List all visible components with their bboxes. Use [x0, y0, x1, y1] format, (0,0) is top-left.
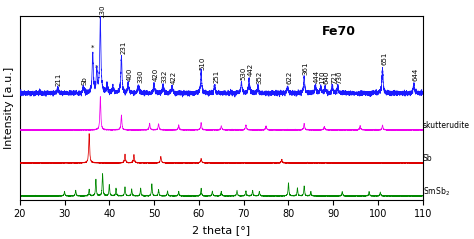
Y-axis label: Intensity [a.u.]: Intensity [a.u.]: [4, 67, 14, 149]
Text: 422: 422: [171, 71, 177, 84]
Text: 640: 640: [324, 71, 330, 84]
Text: 444: 444: [314, 70, 320, 83]
Text: SmSb$_2$: SmSb$_2$: [423, 185, 450, 198]
Text: 211: 211: [56, 72, 62, 86]
Text: Sb: Sb: [82, 76, 88, 85]
Text: 352: 352: [256, 71, 263, 84]
Text: Fe70: Fe70: [322, 25, 356, 38]
Text: skutterudite: skutterudite: [423, 121, 470, 130]
Text: 730: 730: [337, 71, 342, 84]
Text: *: *: [91, 45, 94, 51]
Text: 231: 231: [120, 41, 126, 54]
Text: 721: 721: [331, 71, 337, 84]
Text: *: *: [95, 65, 99, 71]
Text: 510: 510: [200, 57, 206, 71]
X-axis label: 2 theta [°]: 2 theta [°]: [192, 225, 250, 235]
Text: 420: 420: [153, 68, 159, 81]
Text: 330: 330: [137, 70, 143, 83]
Text: 170: 170: [319, 71, 325, 84]
Text: 651: 651: [381, 52, 387, 65]
Text: 361: 361: [303, 61, 309, 75]
Text: 130: 130: [99, 4, 105, 18]
Text: 442: 442: [248, 63, 254, 76]
Text: 644: 644: [412, 67, 419, 81]
Text: Sb: Sb: [423, 154, 432, 163]
Text: 332: 332: [162, 70, 168, 83]
Text: 400: 400: [127, 67, 133, 81]
Text: 622: 622: [286, 71, 292, 84]
Text: 530: 530: [240, 67, 246, 80]
Text: 251: 251: [213, 70, 219, 83]
